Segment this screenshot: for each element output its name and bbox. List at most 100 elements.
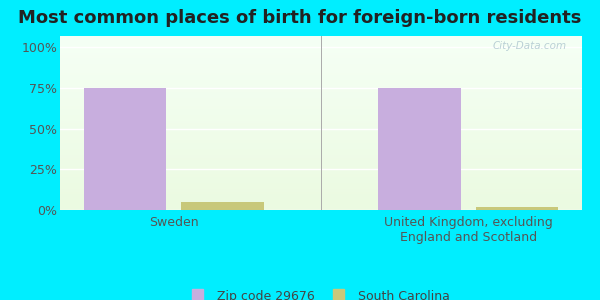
Bar	[60, 168, 582, 169]
Bar	[60, 37, 582, 38]
Bar	[60, 177, 582, 178]
Bar	[60, 146, 582, 147]
Bar	[60, 90, 582, 91]
Bar	[60, 167, 582, 168]
Bar	[60, 42, 582, 43]
Bar	[60, 190, 582, 191]
Bar	[60, 58, 582, 59]
Bar	[60, 63, 582, 64]
Bar	[60, 80, 582, 81]
Bar	[60, 202, 582, 203]
Bar	[379, 88, 461, 210]
Bar	[60, 108, 582, 109]
Bar	[60, 95, 582, 96]
Bar	[60, 151, 582, 152]
Bar	[60, 148, 582, 149]
Bar	[60, 110, 582, 111]
Bar	[60, 137, 582, 138]
Bar	[60, 133, 582, 134]
Bar	[60, 38, 582, 39]
Bar	[60, 44, 582, 45]
Bar	[60, 118, 582, 119]
Bar	[181, 202, 263, 210]
Bar	[60, 155, 582, 156]
Bar	[60, 50, 582, 51]
Bar	[60, 152, 582, 153]
Bar	[60, 128, 582, 129]
Bar	[60, 189, 582, 190]
Bar	[60, 113, 582, 114]
Bar	[60, 69, 582, 70]
Bar	[60, 64, 582, 65]
Bar	[60, 82, 582, 83]
Bar	[60, 100, 582, 101]
Bar	[60, 143, 582, 144]
Bar	[60, 77, 582, 78]
Bar	[60, 85, 582, 86]
Bar	[60, 181, 582, 182]
Bar	[60, 81, 582, 82]
Bar	[60, 59, 582, 60]
Bar	[60, 201, 582, 202]
Bar	[60, 170, 582, 171]
Bar	[60, 102, 582, 103]
Bar	[60, 92, 582, 93]
Bar	[60, 198, 582, 199]
Bar	[60, 188, 582, 189]
Bar	[60, 163, 582, 164]
Bar	[60, 183, 582, 184]
Bar	[60, 193, 582, 194]
Legend: Zip code 29676, South Carolina: Zip code 29676, South Carolina	[187, 285, 455, 300]
Bar	[60, 98, 582, 99]
Bar	[60, 88, 582, 89]
Bar	[60, 79, 582, 80]
Bar	[60, 89, 582, 90]
Bar	[60, 186, 582, 187]
Bar	[60, 139, 582, 140]
Bar	[60, 97, 582, 98]
Bar	[60, 176, 582, 177]
Bar	[60, 85, 582, 86]
Bar	[60, 118, 582, 119]
Bar	[60, 204, 582, 205]
Bar	[60, 194, 582, 195]
Bar	[60, 122, 582, 123]
Bar	[60, 166, 582, 167]
Bar	[60, 142, 582, 143]
Bar	[60, 103, 582, 104]
Bar	[60, 117, 582, 118]
Bar	[60, 169, 582, 170]
Bar	[60, 61, 582, 62]
Bar	[60, 203, 582, 204]
Bar	[60, 100, 582, 101]
Bar	[60, 70, 582, 71]
Bar	[60, 76, 582, 77]
Bar	[60, 187, 582, 188]
Bar	[60, 160, 582, 161]
Bar	[60, 56, 582, 57]
Bar	[60, 141, 582, 142]
Bar	[60, 173, 582, 174]
Bar	[60, 138, 582, 139]
Bar	[60, 119, 582, 120]
Bar	[60, 136, 582, 137]
Bar	[60, 47, 582, 48]
Bar	[84, 88, 166, 210]
Bar	[60, 123, 582, 124]
Bar	[60, 200, 582, 201]
Text: City-Data.com: City-Data.com	[492, 41, 566, 51]
Bar	[60, 145, 582, 146]
Bar	[60, 140, 582, 141]
Bar	[60, 207, 582, 208]
Bar	[60, 49, 582, 50]
Bar	[60, 73, 582, 74]
Bar	[60, 132, 582, 133]
Bar	[60, 93, 582, 94]
Bar	[60, 109, 582, 110]
Bar	[60, 75, 582, 76]
Bar	[60, 114, 582, 115]
Bar	[60, 199, 582, 200]
Bar	[60, 191, 582, 192]
Bar	[60, 74, 582, 75]
Bar	[60, 147, 582, 148]
